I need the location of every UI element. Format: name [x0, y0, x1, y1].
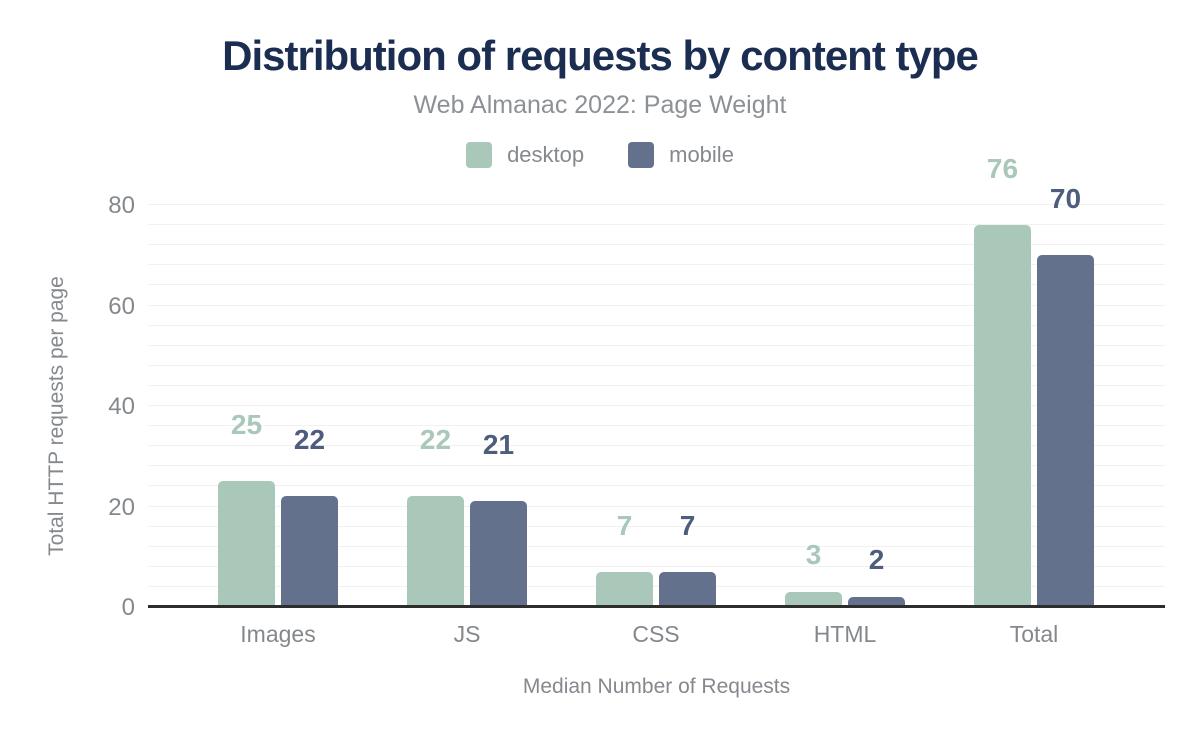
bar-desktop-total[interactable]: [974, 225, 1031, 607]
bar-value-mobile-css: 7: [679, 509, 696, 541]
legend-swatch-mobile: [628, 142, 655, 168]
gridline: [148, 304, 1165, 306]
gridline: [148, 545, 1165, 547]
gridline: [148, 465, 1165, 467]
gridline: [148, 525, 1165, 527]
gridline: [148, 324, 1165, 326]
gridline: [148, 445, 1165, 447]
y-tick-label: 20: [108, 493, 135, 521]
x-category-label-html: HTML: [813, 621, 877, 647]
legend-swatch-desktop: [466, 142, 493, 168]
gridline: [148, 505, 1165, 507]
bar-value-mobile-total: 70: [1049, 183, 1082, 215]
gridline: [148, 204, 1165, 205]
bar-value-mobile-js: 21: [482, 429, 515, 461]
y-tick-label: 60: [108, 292, 135, 320]
x-category-label-images: Images: [240, 621, 316, 647]
x-axis-line: [148, 605, 1165, 608]
bar-desktop-images[interactable]: [218, 481, 275, 607]
legend-item-mobile[interactable]: mobile: [628, 142, 734, 168]
bar-mobile-total[interactable]: [1037, 255, 1094, 607]
gridline: [148, 565, 1165, 567]
y-tick-label: 80: [108, 192, 135, 219]
gridline: [148, 244, 1165, 246]
bar-mobile-html[interactable]: [848, 596, 905, 607]
gridline: [148, 405, 1165, 406]
y-tick-label: 40: [108, 393, 135, 420]
bar-mobile-css[interactable]: [659, 571, 716, 607]
gridline: [148, 384, 1165, 386]
chart-title: Distribution of requests by content type: [222, 32, 979, 79]
gridline: [148, 284, 1165, 286]
legend-label: desktop: [507, 142, 585, 167]
bar-value-desktop-images: 25: [230, 409, 263, 441]
bar-value-desktop-html: 3: [805, 538, 822, 570]
gridline: [148, 425, 1165, 427]
bar-desktop-js[interactable]: [407, 496, 464, 607]
bar-value-desktop-css: 7: [616, 509, 633, 541]
gridline: [148, 585, 1165, 587]
x-category-label-total: Total: [1009, 621, 1059, 647]
chart-legend: desktop mobile: [0, 142, 1200, 168]
bar-mobile-images[interactable]: [281, 496, 338, 607]
gridline: [148, 224, 1165, 226]
bar-value-mobile-html: 2: [868, 543, 885, 575]
x-category-label-css: CSS: [632, 621, 680, 647]
bar-value-desktop-total: 76: [986, 153, 1019, 185]
y-tick-label: 0: [121, 594, 135, 621]
gridline: [148, 364, 1165, 366]
legend-item-desktop[interactable]: desktop: [466, 142, 584, 168]
plot-area: 25 22 22 21 7 7 3 2 76 70: [148, 153, 1165, 608]
bar-desktop-css[interactable]: [596, 571, 653, 607]
bar-desktop-html[interactable]: [785, 591, 842, 607]
gridline: [148, 485, 1165, 487]
gridline: [148, 264, 1165, 266]
legend-label: mobile: [669, 142, 734, 167]
gridline: [148, 344, 1165, 346]
x-axis-title: Median Number of Requests: [522, 675, 791, 698]
bar-value-mobile-images: 22: [293, 424, 326, 456]
chart-subtitle: Web Almanac 2022: Page Weight: [413, 91, 787, 119]
bar-mobile-js[interactable]: [470, 501, 527, 607]
bar-value-desktop-js: 22: [419, 424, 452, 456]
x-category-label-js: JS: [453, 621, 481, 647]
